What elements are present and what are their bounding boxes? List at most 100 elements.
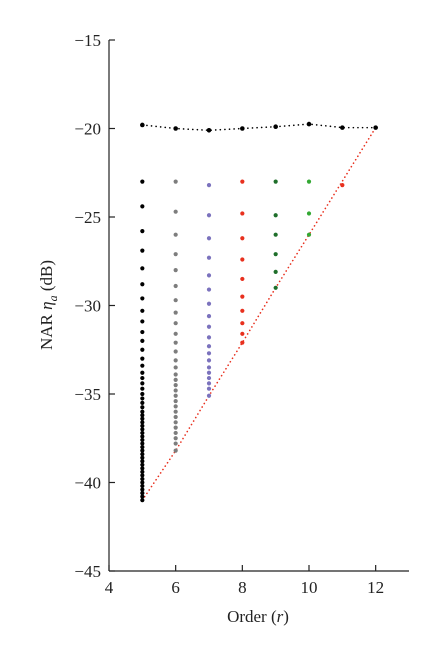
data-point — [173, 209, 178, 214]
data-point — [240, 211, 245, 216]
data-point — [140, 308, 145, 313]
data-point — [206, 344, 212, 349]
data-point — [173, 377, 178, 382]
data-point — [140, 381, 145, 386]
data-point — [240, 321, 245, 326]
top-line-point — [140, 122, 145, 128]
data-point — [173, 414, 178, 420]
data-point — [206, 255, 212, 260]
top-line-point — [306, 121, 312, 127]
top-line-point — [373, 125, 378, 130]
data-point — [240, 331, 245, 336]
x-tick-label: 12 — [367, 578, 384, 597]
series-x7 — [206, 183, 212, 398]
data-point — [140, 396, 145, 401]
series-x10 — [306, 179, 312, 237]
data-point — [140, 409, 145, 414]
data-point — [140, 434, 145, 439]
data-point — [140, 282, 145, 287]
data-point — [140, 413, 145, 418]
data-point — [206, 335, 212, 340]
ticks: −15 −20 −25 −30 −35 −40 −454 6 8 10 12 — [74, 31, 384, 597]
data-point — [240, 340, 245, 345]
data-point — [140, 391, 145, 397]
data-point — [140, 386, 145, 391]
data-point — [140, 229, 145, 234]
data-point — [206, 324, 212, 329]
data-point — [273, 269, 278, 274]
data-point — [240, 308, 245, 313]
data-point — [140, 338, 145, 343]
data-point — [173, 340, 178, 345]
series-x5 — [140, 179, 145, 503]
y-tick-label: −35 — [74, 385, 101, 404]
data-point — [173, 283, 178, 289]
data-point — [240, 179, 245, 184]
data-point — [206, 314, 212, 319]
data-point — [140, 204, 145, 209]
data-point — [140, 329, 145, 335]
data-point — [273, 232, 278, 237]
y-tick-label: −15 — [74, 31, 101, 50]
data-point — [173, 409, 178, 414]
data-point — [173, 425, 178, 430]
data-point — [206, 370, 212, 375]
series-x11 — [340, 183, 345, 188]
y-tick-label: −25 — [74, 208, 101, 227]
data-point — [140, 476, 145, 482]
data-marks — [140, 121, 378, 503]
data-point — [140, 400, 145, 405]
data-point — [173, 310, 178, 315]
x-tick-label: 10 — [301, 578, 318, 597]
series-x9 — [273, 179, 278, 290]
data-point — [240, 294, 245, 299]
data-point — [206, 236, 212, 241]
data-point — [173, 349, 178, 354]
data-point — [140, 494, 145, 499]
data-point — [140, 347, 145, 352]
data-point — [173, 388, 178, 393]
data-point — [206, 273, 212, 278]
data-point — [140, 441, 145, 446]
data-point — [140, 363, 145, 368]
y-tick-label: −40 — [74, 474, 101, 493]
data-point — [206, 183, 212, 188]
data-point — [140, 375, 145, 381]
data-point — [140, 319, 145, 324]
data-point — [140, 498, 145, 503]
data-point — [140, 445, 145, 450]
y-tick-label: −20 — [74, 120, 101, 139]
data-point — [140, 469, 145, 474]
top-line-point — [173, 126, 178, 131]
data-point — [173, 365, 178, 370]
data-point — [173, 430, 178, 436]
data-point — [173, 321, 178, 326]
data-point — [206, 381, 212, 386]
data-point — [173, 383, 178, 388]
data-point — [206, 365, 212, 370]
y-tick-label: −45 — [74, 562, 101, 581]
y-tick-label: −30 — [74, 297, 101, 316]
data-point — [140, 430, 145, 436]
plot-area: −15 −20 −25 −30 −35 −40 −454 6 8 10 12 — [74, 31, 409, 597]
top-line-point — [240, 126, 245, 131]
axes — [108, 40, 409, 572]
data-point — [206, 386, 212, 391]
data-point — [306, 211, 312, 216]
data-point — [173, 372, 178, 377]
data-point — [140, 466, 145, 471]
data-point — [140, 459, 145, 464]
data-point — [173, 436, 178, 441]
x-tick-label: 8 — [238, 578, 247, 597]
data-point — [140, 248, 145, 253]
data-point — [206, 287, 212, 292]
data-point — [140, 427, 145, 432]
data-point — [273, 213, 278, 218]
data-point — [140, 370, 145, 375]
data-point — [240, 257, 245, 262]
data-point — [140, 480, 145, 485]
data-point — [140, 491, 145, 496]
data-point — [173, 252, 178, 257]
data-point — [173, 268, 178, 273]
